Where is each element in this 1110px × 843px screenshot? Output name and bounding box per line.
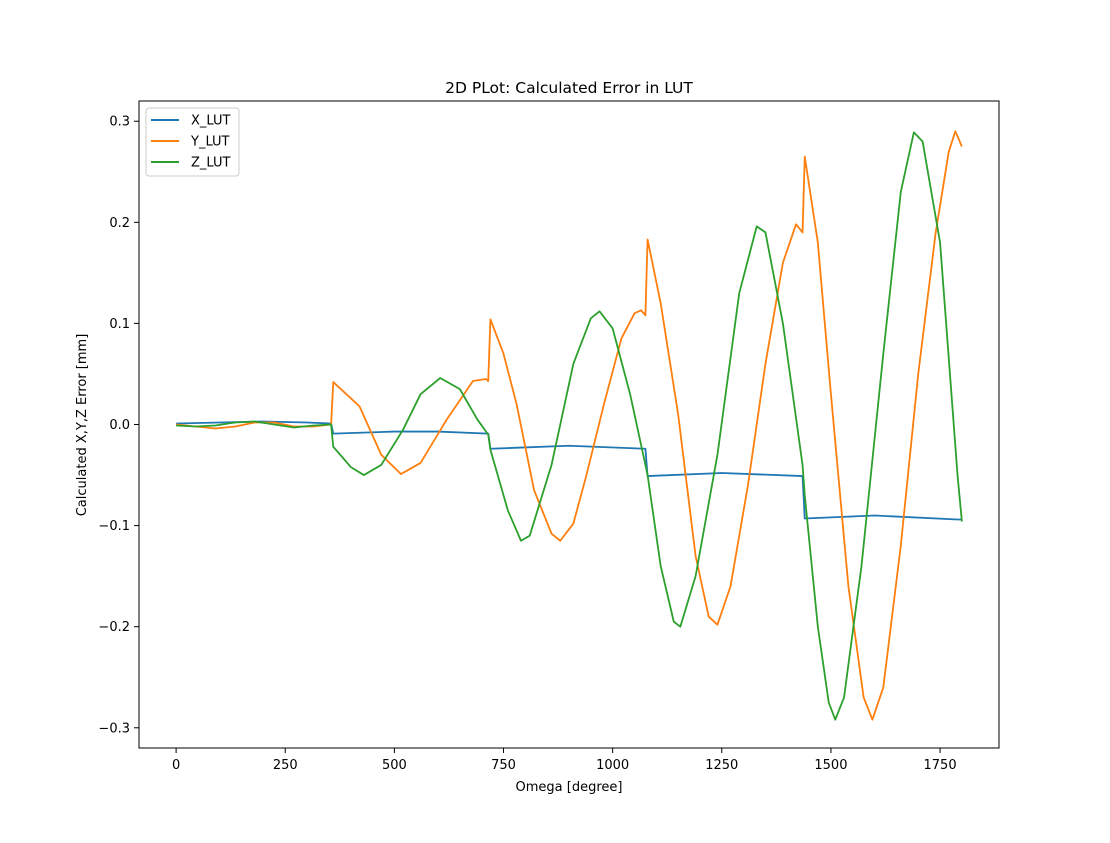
x-tick-label: 1000 <box>596 758 629 773</box>
series-line-z-lut <box>176 131 963 721</box>
legend-label: Z_LUT <box>191 156 231 171</box>
x-tick-label: 1500 <box>814 758 847 773</box>
legend-label: X_LUT <box>191 114 231 129</box>
legend: X_LUT Y_LUT Z_LUT <box>145 107 240 177</box>
y-tick-label: 0.1 <box>109 317 130 332</box>
y-axis-ticks: −0.3 −0.2 −0.1 0.0 0.1 0.2 0.3 <box>98 115 139 736</box>
x-tick-label: 750 <box>491 758 516 773</box>
legend-label: Y_LUT <box>190 135 230 150</box>
series-line-y-lut <box>176 130 963 721</box>
plot-area <box>139 101 999 748</box>
y-tick-label: 0.0 <box>109 418 130 433</box>
legend-box <box>145 107 240 177</box>
x-tick-label: 1750 <box>924 758 957 773</box>
y-tick-label: −0.3 <box>98 721 130 736</box>
x-tick-label: 250 <box>273 758 298 773</box>
series-lines <box>176 130 963 721</box>
x-tick-label: 0 <box>172 758 180 773</box>
y-axis-label: Calculated X,Y,Z Error [mm] <box>75 334 90 517</box>
y-tick-label: −0.2 <box>98 620 130 635</box>
x-tick-label: 500 <box>382 758 407 773</box>
x-tick-label: 1250 <box>705 758 738 773</box>
y-tick-label: 0.2 <box>109 216 130 231</box>
chart-title: 2D PLot: Calculated Error in LUT <box>445 79 693 97</box>
y-tick-label: 0.3 <box>109 115 130 130</box>
x-axis-label: Omega [degree] <box>516 780 623 795</box>
y-tick-label: −0.1 <box>98 519 130 534</box>
x-axis-ticks: 0 250 500 750 1000 1250 1500 1750 <box>172 748 957 773</box>
